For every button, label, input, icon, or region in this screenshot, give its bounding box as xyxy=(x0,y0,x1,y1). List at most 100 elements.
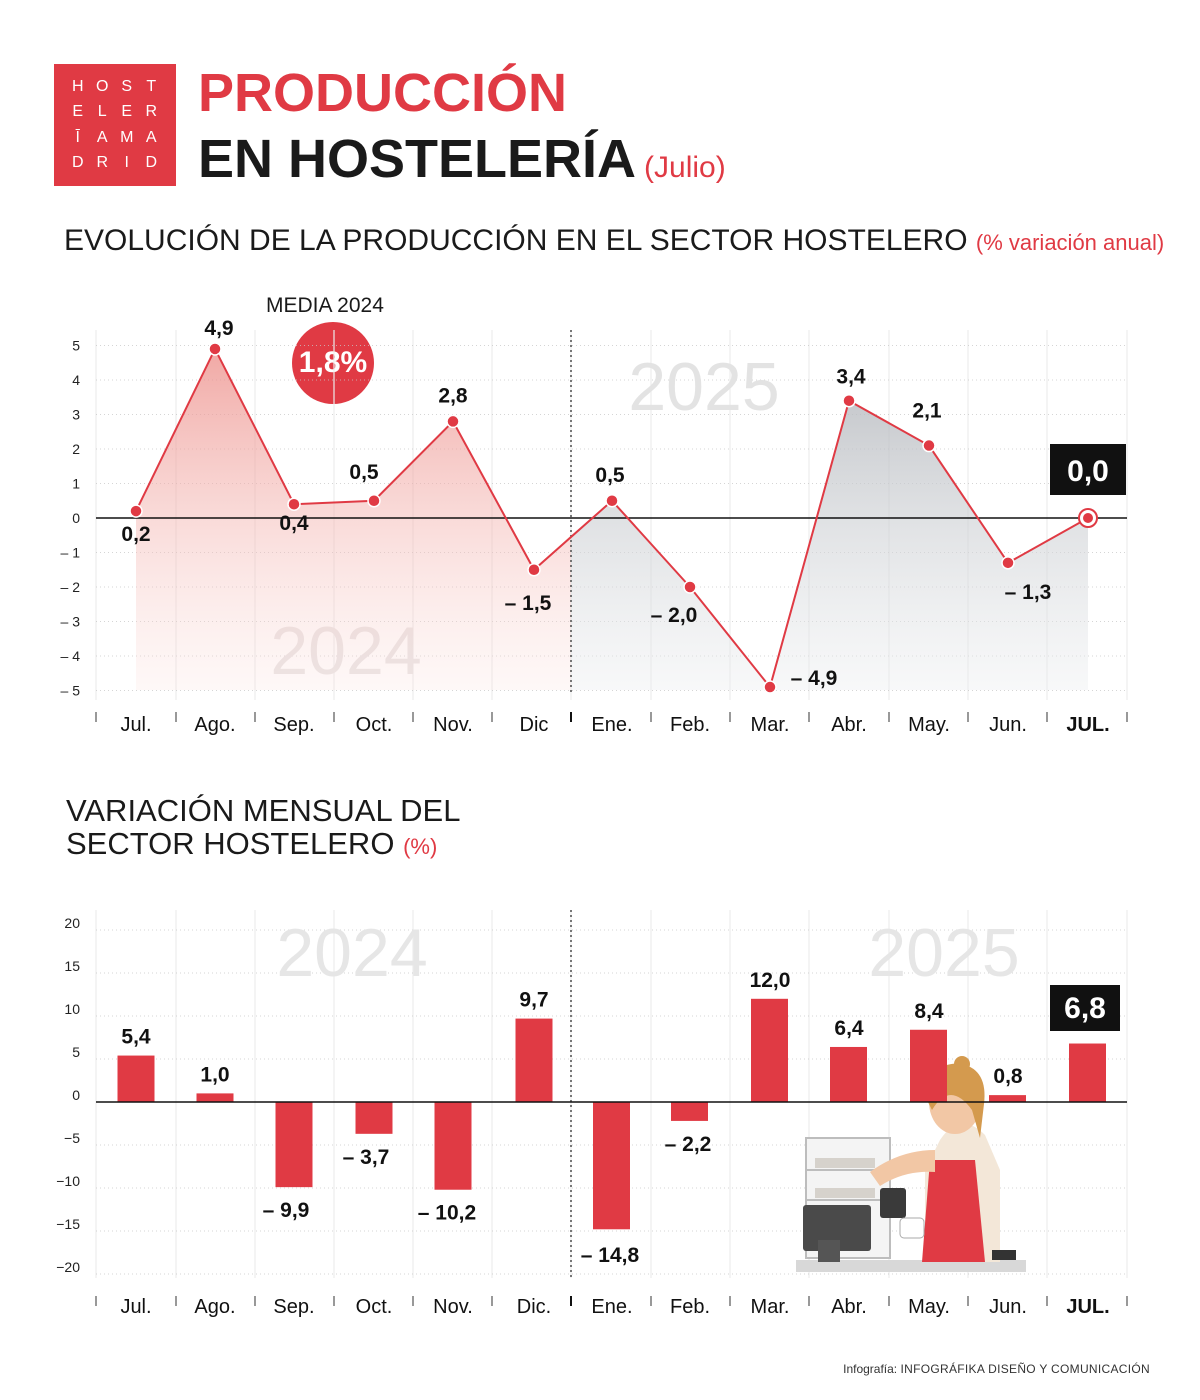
x-tick-label: May. xyxy=(908,1296,950,1318)
bar xyxy=(830,1046,867,1102)
y-tick-label: 2 xyxy=(72,441,80,457)
data-point xyxy=(446,414,460,429)
logo-letter: E xyxy=(121,103,134,121)
bar xyxy=(1069,1043,1106,1102)
data-point xyxy=(683,580,697,594)
y-tick-label: 3 xyxy=(72,407,80,423)
section2-title-line1: VARIACIÓN MENSUAL DEL xyxy=(66,793,461,828)
area-2024 xyxy=(136,348,571,690)
x-tick-label: Abr. xyxy=(831,1296,867,1318)
logo-letter: S xyxy=(121,77,134,95)
data-label: – 1,3 xyxy=(1005,581,1052,604)
year-watermark-2024: 2024 xyxy=(276,915,427,991)
data-label: 2,8 xyxy=(438,384,468,407)
data-point xyxy=(287,497,301,511)
y-tick-label: – 4 xyxy=(61,648,81,664)
barista-hair-bun xyxy=(954,1056,970,1072)
pos-screen xyxy=(803,1205,871,1251)
y-tick-label: – 2 xyxy=(61,579,81,595)
x-tick-label: JUL. xyxy=(1066,1296,1109,1318)
section1-title: EVOLUCIÓN DE LA PRODUCCIÓN EN EL SECTOR … xyxy=(64,224,1164,258)
x-tick-label: Nov. xyxy=(433,714,473,736)
year-watermark-2025: 2025 xyxy=(628,349,779,425)
barista-illustration xyxy=(796,1056,1026,1272)
x-tick-label: Jun. xyxy=(989,1296,1027,1318)
bar xyxy=(671,1102,708,1121)
subtitle-text: EN HOSTELERÍA xyxy=(198,129,637,189)
data-label: – 1,5 xyxy=(505,592,552,615)
data-point xyxy=(1001,556,1015,570)
data-label: – 2,0 xyxy=(651,604,698,627)
logo-letter: R xyxy=(145,103,159,121)
x-tick-label: Sep. xyxy=(273,714,314,736)
x-tick-label: Ago. xyxy=(194,1296,235,1318)
milk-pitcher xyxy=(880,1188,906,1218)
logo-letter: D xyxy=(145,154,159,172)
data-label: – 10,2 xyxy=(418,1202,476,1225)
data-point xyxy=(763,680,777,694)
data-label: 0,5 xyxy=(595,464,625,487)
x-tick-label: Abr. xyxy=(831,714,867,736)
y-tick-label: 1 xyxy=(72,476,80,492)
bar xyxy=(117,1055,155,1102)
area-2025 xyxy=(571,400,1088,690)
y-tick-label: −15 xyxy=(56,1216,80,1232)
x-tick-label: Oct. xyxy=(356,1296,393,1318)
data-point-highlight-core xyxy=(1083,513,1093,523)
y-tick-label: 20 xyxy=(64,915,80,931)
y-tick-label: −20 xyxy=(56,1259,80,1275)
x-tick-label: Oct. xyxy=(356,714,393,736)
highlight-box xyxy=(1050,985,1120,1031)
bar xyxy=(751,998,788,1102)
x-tick-label: Dic. xyxy=(517,1296,551,1318)
section1-unit: (% variación anual) xyxy=(975,230,1165,255)
logo-letter: M xyxy=(120,128,135,146)
bar xyxy=(275,1102,313,1188)
y-tick-label: – 5 xyxy=(61,683,81,699)
y-tick-label: 0 xyxy=(72,1087,80,1103)
x-tick-label: Ene. xyxy=(591,1296,632,1318)
x-tick-label: Ago. xyxy=(194,714,235,736)
section2-unit: (%) xyxy=(403,834,438,859)
bar xyxy=(196,1093,234,1102)
average-label: MEDIA 2024 xyxy=(266,294,384,317)
credit-prefix: Infografía: xyxy=(843,1362,898,1376)
page-title: PRODUCCIÓN xyxy=(198,63,568,123)
bar xyxy=(434,1102,472,1190)
x-tick-label: Mar. xyxy=(751,1296,790,1318)
data-label: – 2,2 xyxy=(665,1133,712,1156)
data-label: – 9,9 xyxy=(263,1199,310,1222)
logo-letter: E xyxy=(72,103,85,121)
x-tick-label: Jun. xyxy=(989,714,1027,736)
data-point xyxy=(922,438,936,453)
logo-letter: L xyxy=(97,103,108,121)
y-tick-label: 15 xyxy=(64,958,80,974)
page-subtitle: EN HOSTELERÍA (Julio) xyxy=(198,132,726,186)
data-label: – 3,7 xyxy=(343,1146,390,1169)
x-tick-label: Mar. xyxy=(751,714,790,736)
bar xyxy=(593,1102,630,1230)
data-label: 0,5 xyxy=(349,461,379,484)
pastries xyxy=(815,1188,875,1198)
x-tick-label: Feb. xyxy=(670,714,710,736)
logo-letter: H xyxy=(71,77,85,95)
average-badge: 1,8% xyxy=(292,322,374,404)
x-tick-label: May. xyxy=(908,714,950,736)
y-tick-label: −10 xyxy=(56,1173,80,1189)
logo-letter: A xyxy=(96,128,109,146)
y-tick-label: – 1 xyxy=(61,545,81,561)
data-label: 9,7 xyxy=(519,989,548,1012)
section1-title-text: EVOLUCIÓN DE LA PRODUCCIÓN EN EL SECTOR … xyxy=(64,224,968,257)
x-tick-label: Dic xyxy=(520,714,549,736)
credit: Infografía: INFOGRÁFIKA DISEÑO Y COMUNIC… xyxy=(843,1362,1150,1376)
data-point xyxy=(129,504,143,518)
y-tick-label: 4 xyxy=(72,372,80,388)
month-label: (Julio) xyxy=(644,151,726,184)
data-label-highlight: 0,0 xyxy=(1067,455,1109,488)
pastries xyxy=(815,1158,875,1168)
y-tick-label: −5 xyxy=(64,1130,80,1146)
y-tick-label: 5 xyxy=(72,1044,80,1060)
coffee-cup xyxy=(899,1217,925,1239)
data-label: 3,4 xyxy=(836,366,866,389)
